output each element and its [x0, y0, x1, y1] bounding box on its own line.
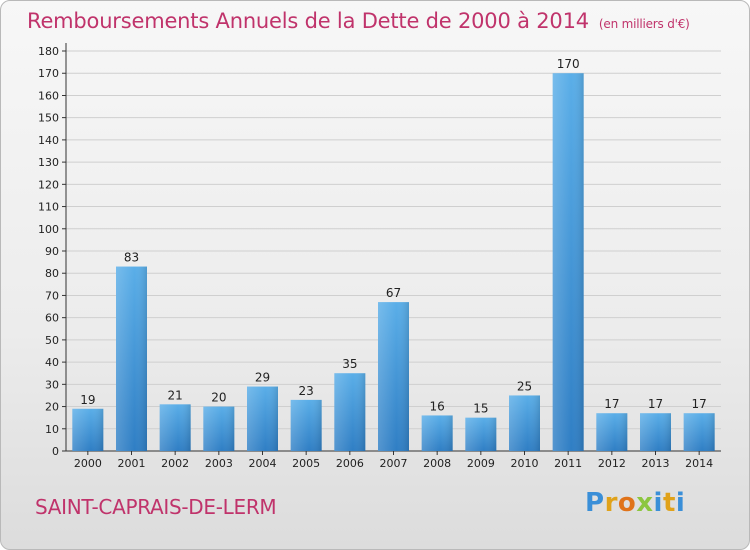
x-tick-label: 2008	[423, 457, 451, 470]
bar-shade	[465, 417, 497, 451]
x-tick-label: 2011	[554, 457, 582, 470]
value-label: 23	[299, 384, 314, 398]
commune-name: SAINT-CAPRAIS-DE-LERM	[35, 495, 277, 519]
x-tick-label: 2014	[685, 457, 713, 470]
value-label: 83	[124, 251, 139, 265]
x-tick-label: 2007	[380, 457, 408, 470]
bar-shade	[640, 413, 671, 451]
bar-shade	[421, 415, 453, 451]
x-tick-label: 2006	[336, 457, 364, 470]
y-tick-label: 20	[45, 401, 59, 414]
bar-shade	[159, 404, 191, 451]
bar-shade	[116, 266, 147, 451]
value-label: 170	[557, 57, 580, 71]
value-label: 15	[473, 402, 488, 416]
value-label: 35	[342, 357, 357, 371]
x-tick-label: 2001	[118, 457, 146, 470]
y-tick-label: 130	[38, 156, 59, 169]
value-label: 17	[648, 397, 663, 411]
value-label: 21	[168, 388, 183, 402]
value-label: 17	[692, 397, 707, 411]
title-text: Remboursements Annuels de la Dette de 20…	[27, 9, 589, 33]
x-tick-label: 2002	[161, 457, 189, 470]
bar-shade	[509, 395, 540, 451]
y-tick-label: 120	[38, 178, 59, 191]
x-tick-label: 2013	[642, 457, 670, 470]
value-label: 67	[386, 286, 401, 300]
y-tick-label: 50	[45, 334, 59, 347]
bar-shade	[552, 73, 584, 451]
y-tick-label: 70	[45, 289, 59, 302]
title-unit: (en milliers d'€)	[598, 17, 690, 31]
x-tick-label: 2005	[292, 457, 320, 470]
y-tick-label: 110	[38, 201, 59, 214]
value-label: 25	[517, 379, 532, 393]
x-tick-label: 2004	[249, 457, 277, 470]
y-tick-label: 160	[38, 89, 59, 102]
value-label: 16	[430, 399, 445, 413]
x-tick-label: 2000	[74, 457, 102, 470]
value-label: 19	[80, 393, 95, 407]
y-tick-label: 90	[45, 245, 59, 258]
bar-shade	[596, 413, 628, 451]
y-tick-label: 0	[52, 445, 59, 458]
value-label: 17	[604, 397, 619, 411]
chart-title: Remboursements Annuels de la Dette de 20…	[27, 9, 690, 33]
y-tick-label: 180	[38, 45, 59, 58]
bar-shade	[378, 302, 409, 451]
x-tick-label: 2012	[598, 457, 626, 470]
y-tick-label: 140	[38, 134, 59, 147]
value-label: 29	[255, 371, 270, 385]
y-tick-label: 10	[45, 423, 59, 436]
bar-shade	[334, 373, 366, 451]
bar-shade	[72, 408, 104, 451]
y-tick-label: 30	[45, 378, 59, 391]
bar-shade	[290, 399, 322, 451]
brand-logo: Proxiti	[585, 488, 686, 518]
labels: 0 10 20 30 40 50 60 70 80 90 100 110 120 130 140 150 160…	[38, 45, 713, 470]
bar-shade	[247, 386, 278, 451]
y-tick-label: 60	[45, 312, 59, 325]
y-tick-label: 150	[38, 112, 59, 125]
y-tick-label: 100	[38, 223, 59, 236]
value-label: 20	[211, 391, 226, 405]
y-tick-label: 40	[45, 356, 59, 369]
y-tick-label: 170	[38, 67, 59, 80]
y-tick-label: 80	[45, 267, 59, 280]
bars	[72, 73, 715, 451]
x-tick-label: 2010	[511, 457, 539, 470]
x-tick-label: 2003	[205, 457, 233, 470]
bar-shade	[683, 413, 715, 451]
bar-shade	[203, 406, 235, 451]
x-tick-label: 2009	[467, 457, 495, 470]
